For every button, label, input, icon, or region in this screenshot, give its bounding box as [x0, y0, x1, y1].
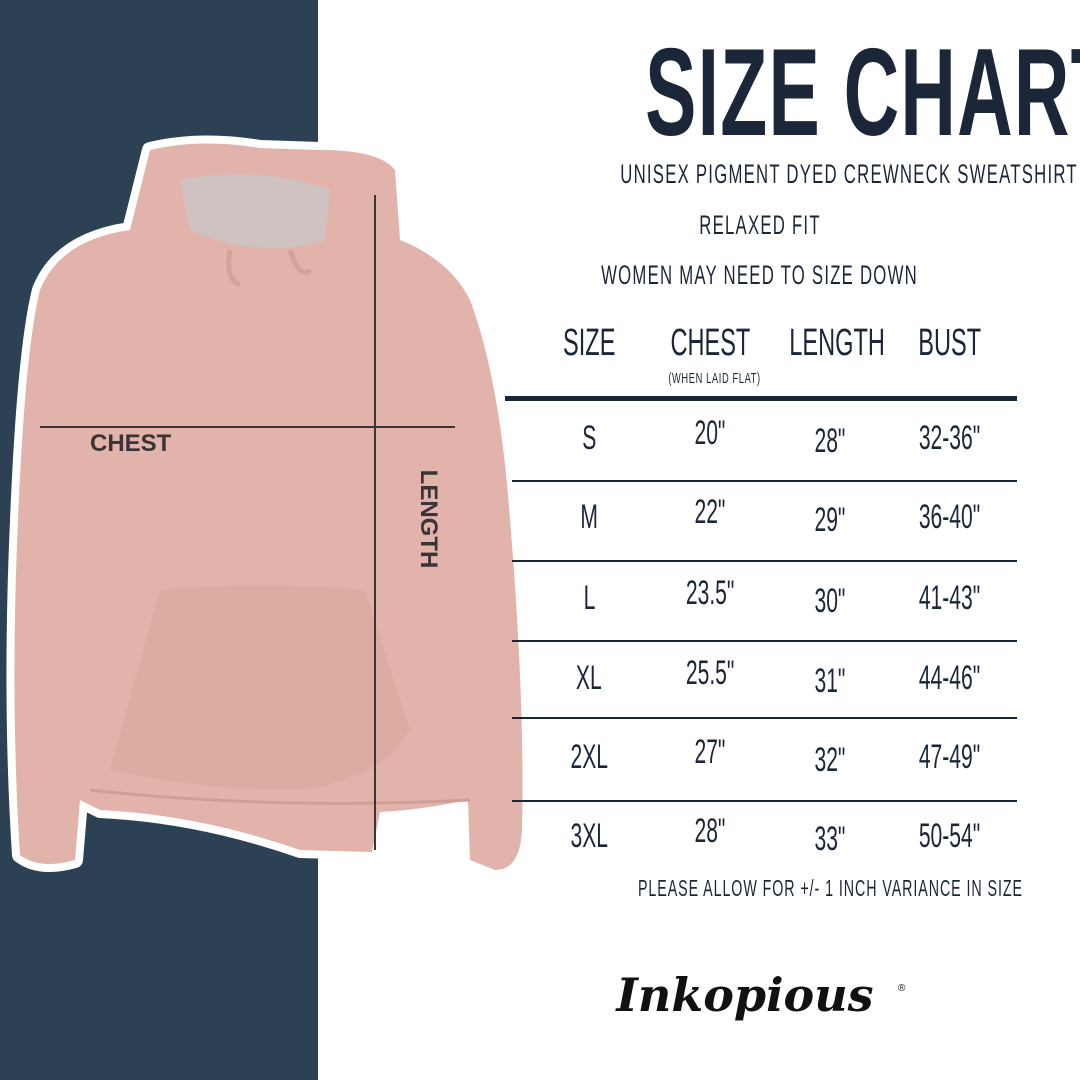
header-length: LENGTH [789, 322, 885, 364]
table-cell: 25.5" [685, 654, 735, 692]
table-cell: 33" [814, 820, 846, 858]
header-size: SIZE [562, 322, 616, 364]
table-cell: 20" [694, 414, 726, 452]
table-cell: M [580, 498, 598, 536]
table-cell: L [583, 579, 595, 617]
table-cell: S [581, 419, 597, 457]
row-divider [512, 717, 1017, 719]
table-cell: 36-40" [919, 498, 981, 536]
table-cell: 44-46" [919, 659, 981, 697]
inkopious-logo: Inkopious ® [614, 968, 906, 1022]
length-measure-label: LENGTH [415, 469, 442, 569]
page-title: SIZE CHART [645, 24, 1080, 162]
variance-note: PLEASE ALLOW FOR +/- 1 INCH VARIANCE IN … [637, 875, 1023, 901]
table-cell: 27" [694, 733, 726, 771]
table-cell: 32" [814, 741, 846, 779]
chest-measure-label: CHEST [90, 430, 172, 457]
table-cell: 28" [814, 422, 846, 460]
table-cell: 29" [814, 501, 846, 539]
table-cell: 2XL [570, 738, 608, 776]
table-cell: 23.5" [685, 574, 735, 612]
chest-note: (WHEN LAID FLAT) [668, 370, 761, 387]
row-divider [512, 560, 1017, 562]
table-cell: 31" [814, 662, 846, 700]
table-cell: 47-49" [919, 738, 981, 776]
subtitle-advice: WOMEN MAY NEED TO SIZE DOWN [601, 260, 919, 290]
table-cell: 50-54" [919, 817, 981, 855]
subtitle-product: UNISEX PIGMENT DYED CREWNECK SWEATSHIRT [620, 159, 1078, 189]
row-divider [512, 480, 1017, 482]
table-cell: 30" [814, 582, 846, 620]
table-cell: 22" [694, 493, 726, 531]
subtitle-fit: RELAXED FIT [699, 210, 821, 240]
table-cell: 32-36" [919, 419, 981, 457]
table-cell: 28" [694, 812, 726, 850]
table-cell: XL [576, 659, 602, 697]
row-divider [512, 800, 1017, 802]
row-divider [512, 640, 1017, 642]
svg-text:®: ® [898, 983, 906, 994]
table-cell: 41-43" [919, 579, 981, 617]
header-chest: CHEST [670, 322, 750, 364]
hoodie-image [14, 143, 523, 871]
header-divider [505, 396, 1017, 401]
svg-text:Inkopious: Inkopious [614, 968, 873, 1022]
header-bust: BUST [918, 322, 982, 364]
table-cell: 3XL [570, 817, 608, 855]
